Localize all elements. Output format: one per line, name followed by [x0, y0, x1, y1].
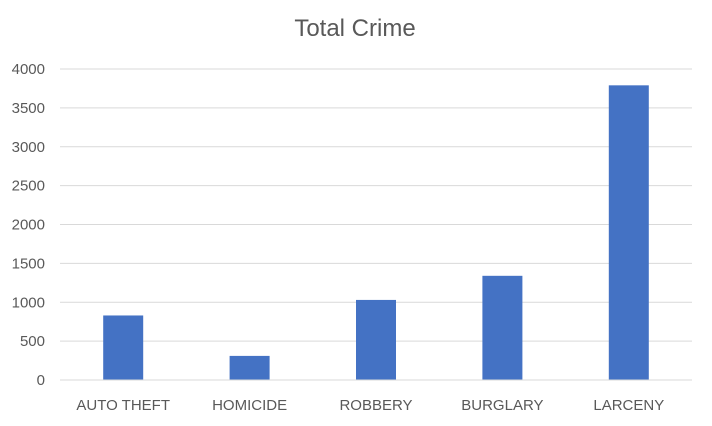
y-tick-label: 4000 [12, 61, 45, 78]
bar-auto-theft [103, 315, 144, 380]
x-axis-categories: AUTO THEFT HOMICIDE ROBBERY BURGLARY LARCENY [76, 397, 664, 414]
y-tick-label: 3000 [12, 139, 45, 156]
bar-homicide [229, 355, 270, 380]
x-category-label: BURGLARY [461, 397, 543, 414]
y-tick-label: 0 [37, 372, 45, 389]
y-tick-label: 1000 [12, 294, 45, 311]
x-category-label: HOMICIDE [212, 397, 287, 414]
bar-larceny [608, 85, 649, 380]
bars [103, 85, 649, 380]
gridlines [60, 68, 692, 342]
bar-burglary [482, 275, 523, 380]
y-tick-label: 1500 [12, 255, 45, 272]
y-tick-label: 3500 [12, 100, 45, 117]
y-tick-label: 2500 [12, 178, 45, 195]
bar-robbery [356, 299, 396, 380]
x-category-label: LARCENY [593, 397, 664, 414]
y-tick-label: 500 [20, 333, 45, 350]
y-axis-ticks: 0 500 1000 1500 2000 2500 3000 3500 4000 [12, 61, 45, 389]
x-category-label: AUTO THEFT [76, 397, 170, 414]
y-tick-label: 2000 [12, 217, 45, 234]
x-category-label: ROBBERY [339, 397, 412, 414]
chart-title: Total Crime [294, 15, 415, 42]
